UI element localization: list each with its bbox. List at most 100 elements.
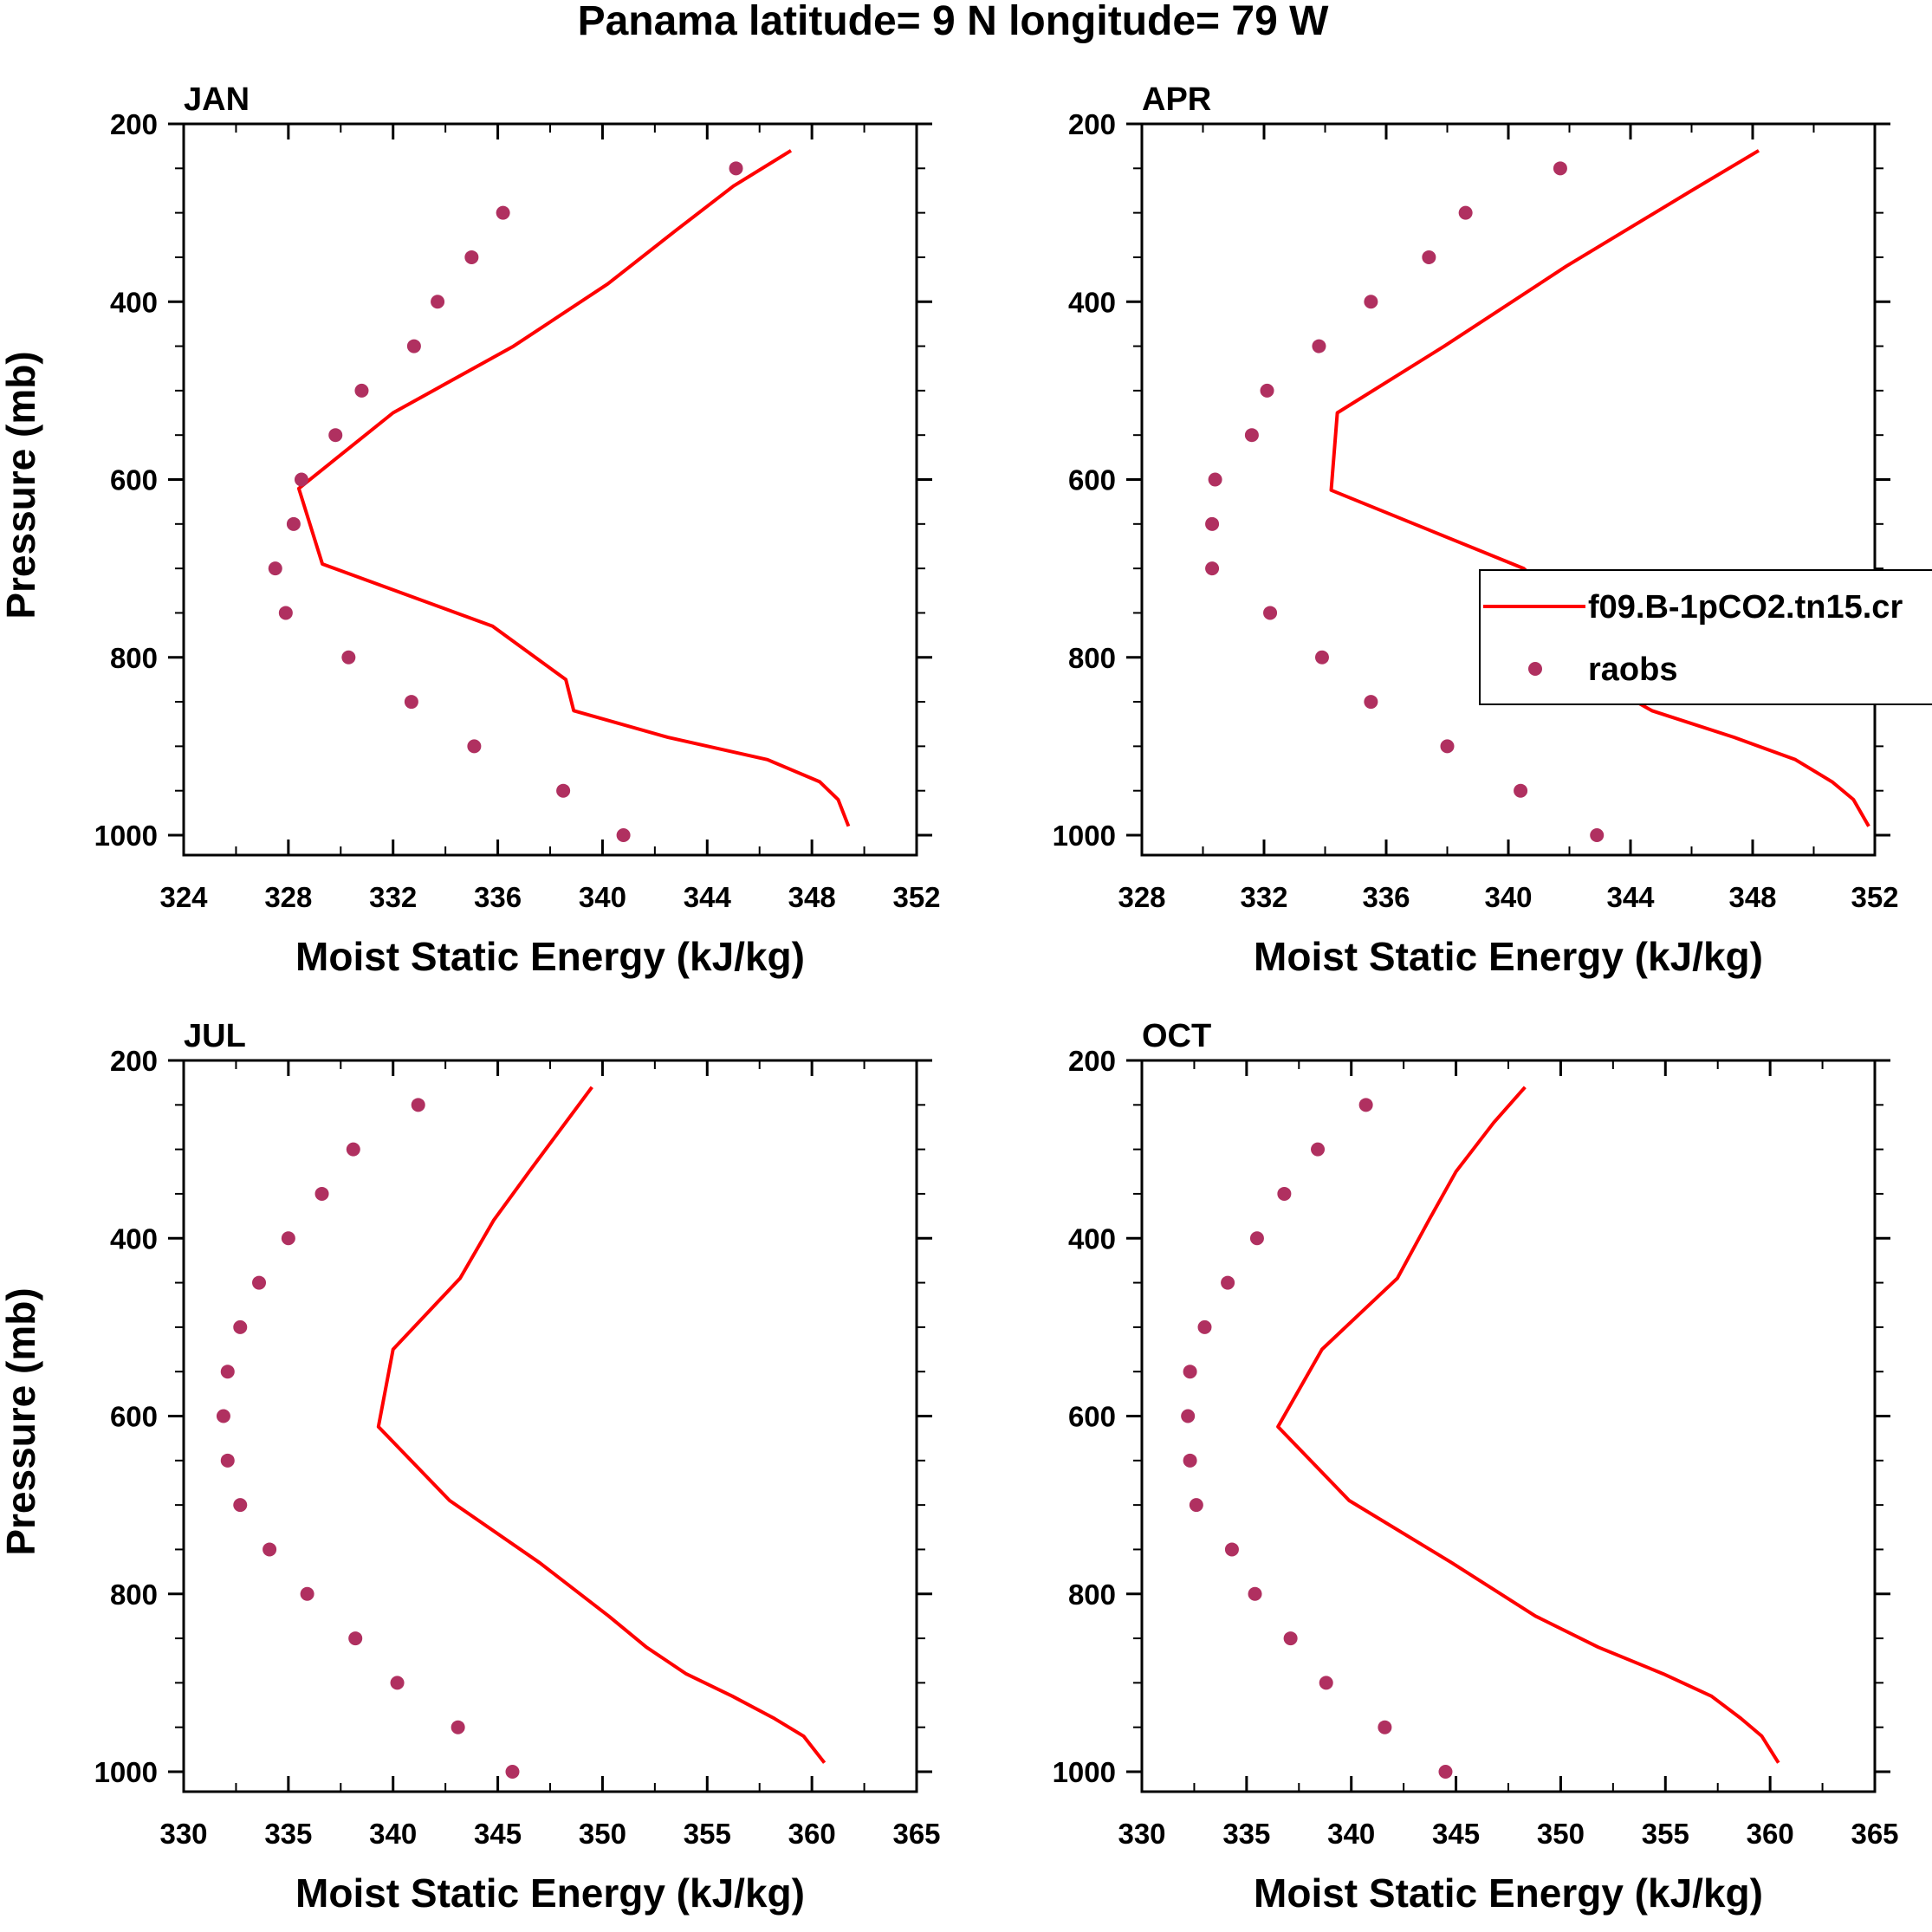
x-tick-label: 352: [1851, 881, 1898, 913]
x-tick-label: 340: [579, 881, 626, 913]
raobs-point: [1358, 1098, 1373, 1112]
x-tick-label: 330: [1118, 1818, 1165, 1850]
model-line-series: [1329, 149, 1870, 827]
legend-box: [1479, 569, 1932, 705]
y-tick-label: 200: [1068, 1045, 1116, 1077]
x-tick-label: 330: [159, 1818, 207, 1850]
raobs-point: [278, 606, 293, 620]
x-tick-label: 348: [1728, 881, 1776, 913]
y-tick-label: 1000: [1053, 1756, 1116, 1788]
plot-frame: [182, 1059, 918, 1793]
raobs-point: [1364, 295, 1378, 309]
raobs-point: [341, 650, 356, 665]
raobs-point: [263, 1542, 277, 1557]
raobs-point: [1208, 472, 1222, 487]
raobs-point: [431, 295, 445, 309]
x-tick-label: 335: [264, 1818, 312, 1850]
model-line-series: [296, 149, 851, 827]
panel-jan: JAN 324 328 332 336 340 344 348 352 200 400 600 800 1…: [0, 81, 941, 979]
y-tick-label: 800: [1068, 1579, 1116, 1611]
x-tick-label: 328: [1118, 881, 1165, 913]
y-tick-label: 1000: [1053, 820, 1116, 852]
plot-frame: [1140, 1059, 1877, 1793]
y-tick-label: 600: [1068, 1401, 1116, 1433]
raobs-point: [300, 1586, 314, 1601]
raobs-point: [1440, 739, 1455, 754]
raobs-point: [1364, 695, 1378, 710]
raobs-point: [404, 695, 418, 710]
raobs-point: [1553, 161, 1567, 176]
x-tick-label: 332: [1240, 881, 1287, 913]
raobs-point: [1277, 1186, 1292, 1201]
raobs-point: [1458, 205, 1473, 220]
x-tick-label: 355: [1642, 1818, 1689, 1850]
raobs-point: [314, 1186, 329, 1201]
raobs-point: [252, 1275, 267, 1290]
raobs-point: [294, 472, 308, 487]
x-tick-label: 340: [1484, 881, 1532, 913]
panel-title: OCT: [1142, 1018, 1211, 1054]
y-tick-label: 1000: [94, 820, 158, 852]
x-tick-label: 344: [1606, 881, 1655, 913]
y-tick-label: 400: [1068, 286, 1116, 318]
legend-label-obs: raobs: [1588, 652, 1677, 688]
panel-oct: OCT 330 335 340 345 350 355 360 365 200 400 600 800 1…: [1053, 1018, 1899, 1916]
raobs-point: [1590, 828, 1605, 842]
raobs-point: [220, 1365, 235, 1379]
panel-title: APR: [1142, 81, 1211, 118]
x-tick-label: 352: [892, 881, 940, 913]
raobs-point: [1183, 1365, 1197, 1379]
raobs-point: [1224, 1542, 1239, 1557]
y-tick-label: 200: [110, 1045, 158, 1077]
raobs-point: [1244, 428, 1259, 443]
raobs-point: [216, 1409, 230, 1423]
raobs-point: [505, 1765, 520, 1779]
panel-jul: JUL 330 335 340 345 350 355 360 365 200 400 600 800 1…: [0, 1018, 941, 1916]
y-tick-label: 800: [1068, 642, 1116, 674]
raobs-point: [1312, 339, 1326, 353]
figure-title: Panama latitude= 9 N longitude= 79 W: [578, 0, 1330, 44]
x-tick-label: 360: [788, 1818, 836, 1850]
raobs-point: [286, 516, 301, 531]
raobs-point: [346, 1142, 360, 1157]
raobs-point: [1221, 1275, 1235, 1290]
raobs-point: [616, 828, 631, 842]
raobs-point: [268, 561, 282, 576]
raobs-point: [220, 1453, 235, 1468]
raobs-point: [354, 383, 369, 398]
y-tick-label: 800: [110, 642, 158, 674]
raobs-point: [1263, 606, 1278, 620]
raobs-point: [556, 783, 571, 798]
raobs-point: [1183, 1453, 1197, 1468]
plot-frame: [182, 122, 918, 857]
x-tick-label: 335: [1222, 1818, 1270, 1850]
legend: f09.B-1pCO2.tn15.cr raobs: [1479, 569, 1932, 705]
x-tick-label: 365: [1851, 1818, 1898, 1850]
raobs-point: [1283, 1631, 1298, 1646]
x-axis-label: Moist Static Energy (kJ/kg): [295, 1870, 805, 1916]
panel-apr: APR 328 332 336 340 344 348 352 200 400 600 800 1000…: [1053, 81, 1899, 979]
raobs-point: [1378, 1720, 1392, 1734]
raobs-point: [1260, 383, 1274, 398]
y-tick-label: 200: [1068, 108, 1116, 140]
plot-frame: [1140, 122, 1877, 857]
x-tick-label: 336: [1362, 881, 1410, 913]
raobs-point: [729, 161, 743, 176]
x-axis-label: Moist Static Energy (kJ/kg): [1254, 934, 1763, 979]
raobs-point: [1248, 1586, 1262, 1601]
x-tick-label: 340: [369, 1818, 417, 1850]
raobs-point: [1319, 1676, 1333, 1690]
y-tick-label: 400: [110, 286, 158, 318]
x-axis-label: Moist Static Energy (kJ/kg): [295, 934, 805, 979]
x-tick-label: 355: [684, 1818, 731, 1850]
legend-label-model: f09.B-1pCO2.tn15.cr: [1588, 589, 1903, 626]
y-tick-label: 400: [1068, 1222, 1116, 1255]
raobs-point: [406, 339, 421, 353]
y-axis-label: Pressure (mb): [0, 1287, 43, 1555]
x-tick-label: 348: [788, 881, 836, 913]
panel-title: JAN: [184, 81, 250, 118]
y-tick-label: 600: [110, 464, 158, 496]
raobs-point: [1311, 1142, 1326, 1157]
raobs-point: [1422, 250, 1436, 264]
